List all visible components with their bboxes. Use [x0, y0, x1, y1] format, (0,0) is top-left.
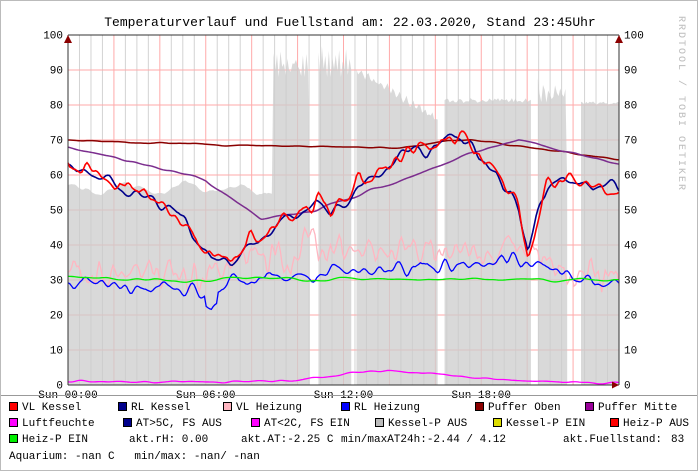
svg-text:50: 50 — [50, 206, 63, 218]
svg-text:10: 10 — [624, 346, 637, 358]
svg-text:80: 80 — [624, 101, 637, 113]
svg-text:30: 30 — [50, 276, 63, 288]
svg-text:40: 40 — [624, 241, 637, 253]
svg-text:90: 90 — [50, 66, 63, 78]
svg-text:20: 20 — [624, 311, 637, 323]
svg-text:50: 50 — [624, 206, 637, 218]
svg-text:Sun 00:00: Sun 00:00 — [38, 390, 97, 402]
svg-text:Sun 12:00: Sun 12:00 — [314, 390, 373, 402]
svg-text:100: 100 — [624, 31, 644, 43]
svg-text:Sun 06:00: Sun 06:00 — [176, 390, 235, 402]
svg-text:60: 60 — [50, 171, 63, 183]
svg-text:80: 80 — [50, 101, 63, 113]
svg-text:100: 100 — [43, 31, 63, 43]
svg-text:60: 60 — [624, 171, 637, 183]
svg-text:70: 70 — [50, 136, 63, 148]
svg-text:70: 70 — [624, 136, 637, 148]
svg-text:10: 10 — [50, 346, 63, 358]
svg-text:0: 0 — [624, 381, 631, 393]
svg-text:20: 20 — [50, 311, 63, 323]
svg-text:90: 90 — [624, 66, 637, 78]
svg-text:40: 40 — [50, 241, 63, 253]
svg-text:Sun 18:00: Sun 18:00 — [452, 390, 511, 402]
svg-text:30: 30 — [624, 276, 637, 288]
